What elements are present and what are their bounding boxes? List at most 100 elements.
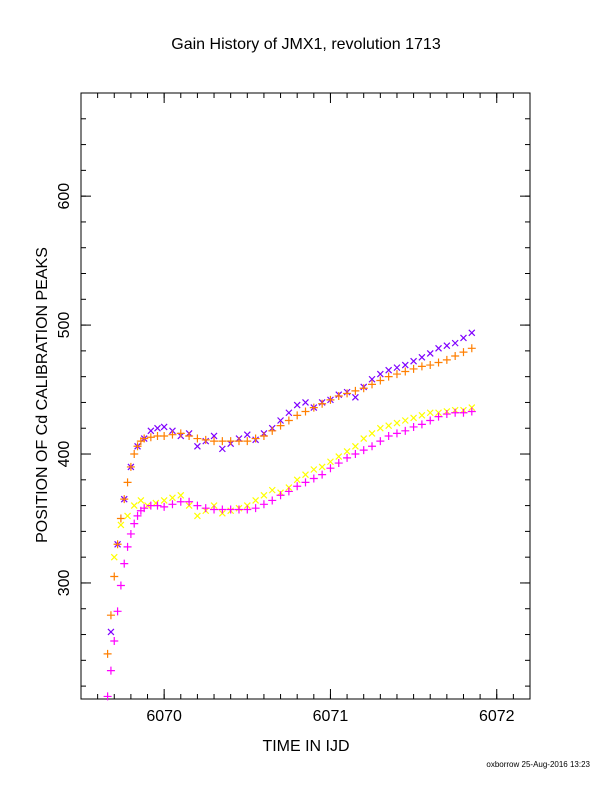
x-marker-point	[318, 463, 326, 471]
x-marker-point	[410, 357, 418, 365]
plus-marker-point	[130, 519, 139, 528]
plus-marker-point	[123, 542, 132, 551]
plus-marker-point	[343, 453, 352, 462]
x-marker-point	[426, 350, 434, 357]
plus-marker-point	[351, 386, 360, 395]
x-marker-point	[137, 497, 145, 504]
x-marker-point	[435, 344, 442, 352]
y-tick-label: 600	[56, 183, 73, 210]
plus-marker-point	[359, 384, 368, 393]
x-marker-point	[327, 458, 334, 466]
plus-marker-point	[176, 497, 185, 506]
y-axis-label: POSITION OF Cd CALIBRATION PEAKS	[34, 247, 51, 543]
x-axis-label: TIME IN IJD	[262, 738, 350, 755]
plus-marker-point	[251, 434, 260, 443]
x-marker-point	[252, 497, 260, 504]
plus-marker-point	[116, 514, 125, 523]
plus-marker-point	[153, 501, 162, 510]
x-marker-point	[160, 423, 168, 431]
x-marker-point	[154, 424, 161, 432]
plus-marker-point	[392, 370, 401, 379]
plus-marker-point	[226, 505, 235, 514]
plus-marker-point	[334, 392, 343, 400]
x-marker-point	[360, 435, 368, 442]
x-marker-point	[310, 466, 318, 473]
timestamp-footer: oxborrow 25-Aug-2016 13:23	[486, 760, 590, 769]
plus-marker-point	[201, 435, 210, 444]
plus-marker-point	[140, 434, 149, 443]
plus-marker-point	[168, 430, 177, 439]
plus-marker-point	[126, 529, 135, 538]
plus-marker-point	[226, 437, 235, 446]
plot-frame	[80, 92, 531, 700]
x-marker-point	[302, 399, 309, 406]
plus-marker-point	[126, 462, 135, 471]
plus-marker-point	[434, 358, 443, 367]
plus-marker-point	[301, 478, 310, 487]
x-marker-point	[385, 422, 393, 430]
y-tick-label: 300	[56, 570, 73, 597]
plus-marker-point	[193, 434, 202, 443]
plus-marker-point	[376, 376, 385, 385]
x-marker-point	[277, 417, 284, 424]
x-marker-point	[293, 476, 301, 484]
plus-marker-point	[243, 437, 252, 446]
plus-marker-point	[276, 421, 285, 430]
x-marker-point	[443, 342, 451, 350]
x-marker-point	[351, 442, 359, 450]
plus-marker-point	[384, 372, 393, 381]
x-marker-point	[110, 553, 118, 561]
plus-marker-point	[185, 497, 194, 506]
plus-marker-point	[451, 352, 460, 361]
plus-marker-point	[210, 437, 219, 446]
x-marker-point	[107, 628, 115, 636]
series-1	[107, 329, 476, 636]
x-tick-label: 6070	[146, 708, 182, 725]
plus-marker-point	[259, 431, 268, 440]
plus-marker-point	[326, 395, 335, 404]
y-tick-label: 500	[56, 312, 73, 339]
plus-marker-point	[326, 464, 335, 473]
plus-marker-point	[193, 501, 202, 510]
plus-marker-point	[110, 572, 119, 581]
plus-marker-point	[426, 416, 435, 425]
plus-marker-point	[210, 505, 219, 514]
plus-marker-point	[146, 433, 155, 442]
x-marker-point	[460, 334, 467, 342]
x-marker-point	[410, 414, 418, 422]
tick-labels: 6070 6071 6072 300 400 500 600	[56, 183, 515, 725]
x-marker-point	[177, 491, 185, 499]
x-tick-label: 6072	[479, 708, 515, 725]
plus-marker-point	[123, 478, 132, 487]
x-marker-point	[418, 353, 426, 361]
x-marker-point	[343, 448, 351, 455]
x-marker-point	[385, 366, 393, 374]
plus-marker-point	[293, 482, 302, 491]
x-marker-point	[418, 411, 426, 419]
x-marker-point	[243, 431, 251, 439]
plus-marker-point	[384, 431, 393, 440]
plus-marker-point	[426, 361, 435, 370]
plus-marker-point	[268, 496, 277, 505]
plus-marker-point	[467, 407, 476, 416]
plus-marker-point	[368, 380, 377, 389]
x-tick-label: 6071	[313, 708, 349, 725]
plus-marker-point	[160, 502, 169, 511]
plus-marker-point	[401, 426, 410, 435]
plus-marker-point	[343, 389, 352, 398]
plus-marker-point	[368, 442, 377, 451]
plus-marker-point	[293, 411, 302, 420]
x-marker-point	[335, 453, 343, 461]
series-3	[110, 404, 476, 561]
plus-marker-point	[113, 607, 122, 616]
x-marker-point	[426, 409, 434, 417]
plus-marker-point	[106, 666, 115, 675]
x-marker-point	[376, 424, 384, 432]
series-2	[103, 344, 476, 658]
x-marker-point	[193, 442, 201, 450]
plus-marker-point	[133, 511, 142, 520]
plus-marker-point	[442, 410, 451, 419]
plus-marker-point	[276, 491, 285, 500]
axis-ticks	[81, 93, 530, 699]
